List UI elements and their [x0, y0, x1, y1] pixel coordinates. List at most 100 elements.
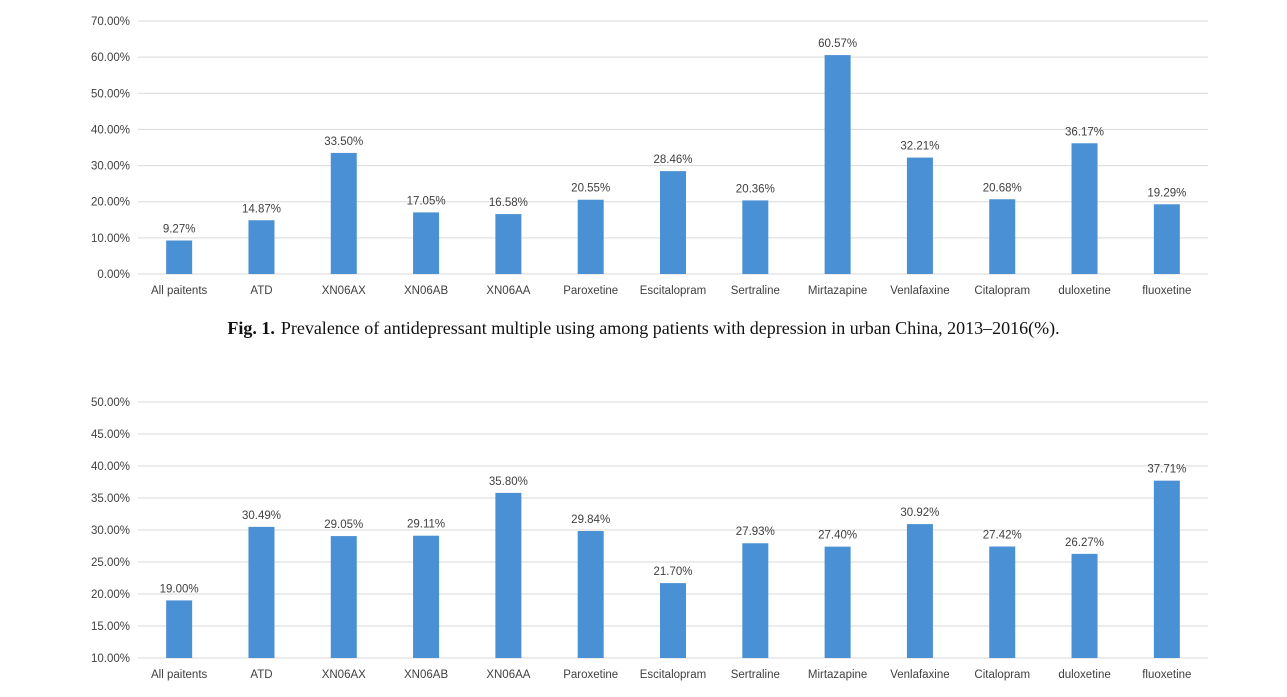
x-tick-label: fluoxetine	[1142, 285, 1191, 297]
bar	[824, 55, 851, 274]
x-tick-label: fluoxetine	[1142, 669, 1191, 681]
x-tick-label: XN06AA	[486, 285, 530, 297]
y-tick-label: 20.00%	[91, 589, 130, 601]
data-label: 29.11%	[407, 519, 445, 531]
x-tick-label: XN06AX	[322, 285, 366, 297]
y-tick-label: 40.00%	[91, 124, 130, 136]
y-tick-label: 10.00%	[91, 653, 130, 665]
bar	[166, 240, 193, 274]
x-tick-label: Escitalopram	[640, 285, 706, 297]
x-tick-label: duloxetine	[1058, 285, 1110, 297]
data-label: 26.27%	[1065, 537, 1104, 549]
x-tick-label: Paroxetine	[563, 285, 618, 297]
data-label: 35.80%	[489, 476, 528, 488]
data-label: 21.70%	[653, 566, 692, 578]
y-tick-label: 40.00%	[91, 461, 130, 473]
x-tick-label: All paitents	[151, 669, 208, 681]
y-tick-label: 60.00%	[91, 52, 130, 64]
y-tick-label: 30.00%	[91, 525, 130, 537]
data-label: 9.27%	[163, 223, 196, 235]
x-tick-label: Mirtazapine	[808, 285, 867, 297]
bar	[330, 152, 357, 274]
bar	[989, 199, 1016, 274]
data-label: 30.92%	[900, 507, 939, 519]
bar	[742, 543, 769, 658]
data-label: 29.05%	[324, 519, 363, 531]
data-label: 37.71%	[1147, 464, 1186, 476]
data-label: 27.93%	[736, 526, 775, 538]
data-label: 14.87%	[242, 203, 281, 215]
bar	[906, 157, 933, 274]
bar	[989, 546, 1016, 658]
y-tick-label: 25.00%	[91, 557, 130, 569]
data-label: 19.00%	[160, 583, 199, 595]
data-label: 20.36%	[736, 183, 775, 195]
x-tick-label: Mirtazapine	[808, 669, 867, 681]
x-tick-label: XN06AB	[404, 285, 448, 297]
y-tick-label: 0.00%	[97, 269, 130, 281]
y-tick-label: 50.00%	[91, 88, 130, 100]
prevalence-bar-chart: 0.00% 10.00% 20.00% 30.00% 40.00% 50.00% 60.00…	[91, 16, 1208, 297]
bar	[660, 171, 686, 274]
y-tick-label: 70.00%	[91, 16, 130, 28]
bar	[577, 531, 604, 658]
x-tick-label: Paroxetine	[563, 669, 618, 681]
data-label: 36.17%	[1065, 126, 1104, 138]
data-label: 29.84%	[571, 514, 610, 526]
data-label: 27.40%	[818, 530, 857, 542]
x-tick-label: XN06AA	[486, 669, 530, 681]
bar	[495, 492, 522, 658]
data-label: 16.58%	[489, 197, 528, 209]
bar	[1153, 204, 1180, 274]
y-tick-label: 30.00%	[91, 161, 130, 173]
bar	[248, 526, 275, 658]
x-tick-label: Citalopram	[974, 285, 1030, 297]
bar	[906, 524, 933, 658]
data-label: 20.55%	[571, 183, 610, 195]
data-label: 19.29%	[1147, 187, 1186, 199]
data-label: 33.50%	[324, 136, 363, 148]
bar	[742, 200, 769, 274]
bar	[1153, 480, 1180, 658]
figure-caption-text: Prevalence of antidepressant multiple us…	[280, 318, 1060, 338]
y-tick-label: 15.00%	[91, 621, 130, 633]
data-label: 17.05%	[407, 195, 446, 207]
data-label: 27.42%	[983, 530, 1022, 542]
bar	[1071, 553, 1098, 658]
x-tick-label: Escitalopram	[640, 669, 706, 681]
x-tick-label: Venlafaxine	[890, 669, 949, 681]
x-tick-label: ATD	[250, 669, 272, 681]
bar	[248, 220, 275, 274]
second-bar-chart: 10.00% 15.00% 20.00% 25.00% 30.00% 35.00% 40.0…	[91, 397, 1208, 681]
x-tick-label: Citalopram	[974, 669, 1030, 681]
data-label: 28.46%	[653, 154, 692, 166]
bar	[413, 535, 440, 658]
y-tick-label: 35.00%	[91, 493, 130, 505]
bar	[824, 546, 851, 658]
data-label: 60.57%	[818, 38, 857, 50]
x-tick-label: XN06AB	[404, 669, 448, 681]
x-tick-label: All paitents	[151, 285, 208, 297]
data-label: 20.68%	[983, 182, 1022, 194]
x-tick-label: Venlafaxine	[890, 285, 949, 297]
bar	[577, 199, 604, 274]
y-tick-label: 45.00%	[91, 429, 130, 441]
bar	[495, 214, 522, 274]
bar	[660, 583, 686, 658]
x-tick-label: XN06AX	[322, 669, 366, 681]
y-tick-label: 50.00%	[91, 397, 130, 409]
bar	[166, 600, 193, 658]
x-tick-label: Sertraline	[731, 285, 780, 297]
bar	[330, 536, 357, 658]
data-label: 30.49%	[242, 510, 281, 522]
figure-caption-label: Fig. 1.	[227, 318, 275, 338]
x-tick-label: duloxetine	[1058, 669, 1110, 681]
bar	[413, 212, 440, 274]
figure-caption: Fig. 1. Prevalence of antidepressant mult…	[0, 318, 1287, 339]
y-tick-label: 10.00%	[91, 233, 130, 245]
x-tick-label: ATD	[250, 285, 272, 297]
x-tick-label: Sertraline	[731, 669, 780, 681]
bar	[1071, 143, 1098, 274]
y-tick-label: 20.00%	[91, 197, 130, 209]
data-label: 32.21%	[900, 141, 939, 153]
